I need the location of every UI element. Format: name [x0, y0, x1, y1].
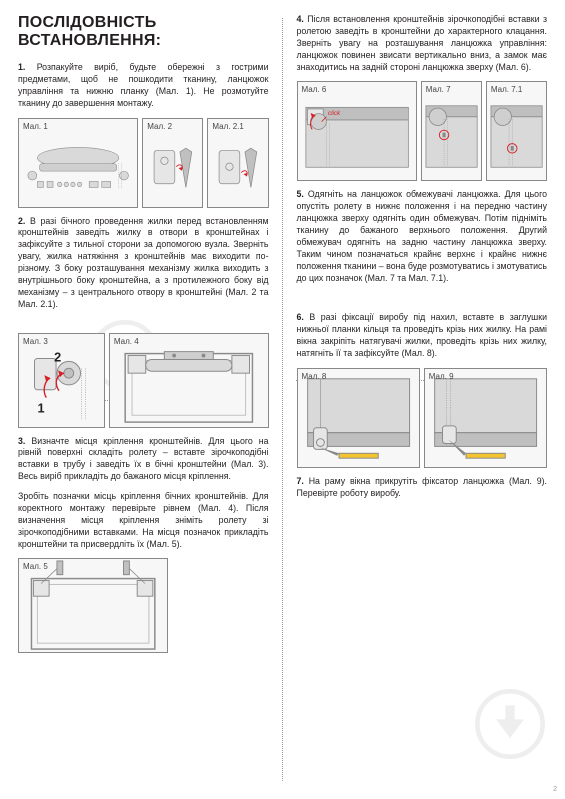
fig-2-1-caption: Мал. 2.1: [212, 122, 243, 131]
step-6-text: 6. В разі фіксації виробу під нахил, вст…: [297, 312, 548, 360]
step-5-num: 5.: [297, 189, 304, 199]
fig-2-svg: [143, 119, 202, 207]
fig-8: Мал. 8: [297, 368, 420, 468]
fig-4-caption: Мал. 4: [114, 337, 139, 346]
page-title: ПОСЛІДОВНІСТЬ ВСТАНОВЛЕННЯ:: [18, 14, 269, 50]
step-4-body: Після встановлення кронштейнів зірочкопо…: [297, 14, 548, 72]
right-column: 4. Після встановлення кронштейнів зірочк…: [283, 0, 565, 799]
fig-4-svg: [110, 334, 268, 427]
fig-3-num-2: 2: [54, 349, 61, 364]
step-5-text: 5. Одягніть на ланцюжок обмежувачі ланцю…: [297, 189, 548, 284]
fig-3-svg: 1 2: [19, 334, 104, 427]
left-column: ПОСЛІДОВНІСТЬ ВСТАНОВЛЕННЯ: 1. Розпакуйт…: [0, 0, 283, 799]
fig-row-3: Мал. 5: [18, 558, 168, 653]
step-5-body: Одягніть на ланцюжок обмежувачі ланцюжка…: [297, 189, 548, 282]
fig-7: Мал. 7: [421, 81, 482, 181]
fig-row-1: Мал. 1: [18, 118, 269, 208]
fig-5-svg: [19, 559, 167, 652]
fig-2-1-svg: [208, 119, 267, 207]
step-2-text: 2. В разі бічного проведення жилки перед…: [18, 216, 269, 311]
fig-2-1: Мал. 2.1: [207, 118, 268, 208]
fig-7-svg: [422, 82, 481, 180]
fig-6-caption: Мал. 6: [302, 85, 327, 94]
fig-3-caption: Мал. 3: [23, 337, 48, 346]
step-7-num: 7.: [297, 476, 304, 486]
step-4-num: 4.: [297, 14, 304, 24]
step-1-body: Розпакуйте виріб, будьте обережні з гост…: [18, 62, 269, 108]
fig-2-caption: Мал. 2: [147, 122, 172, 131]
fig-5: Мал. 5: [18, 558, 168, 653]
step-7-text: 7. На раму вікна прикрутіть фіксатор лан…: [297, 476, 548, 500]
fig-9-svg: [425, 369, 546, 467]
step-7-body: На раму вікна прикрутіть фіксатор ланцюж…: [297, 476, 548, 498]
fig-6: Мал. 6 click: [297, 81, 417, 181]
fig-6-svg: click: [298, 82, 416, 180]
fig-1-caption: Мал. 1: [23, 122, 48, 131]
fig-8-caption: Мал. 8: [302, 372, 327, 381]
step-2-body: В разі бічного проведення жилки перед вс…: [18, 216, 269, 309]
fig-2: Мал. 2: [142, 118, 203, 208]
fig-row-5: Мал. 8 Мал. 9: [297, 368, 548, 468]
fig-row-4: Мал. 6 click Мал. 7: [297, 81, 548, 181]
step-3a-text: 3. Визначте місця кріплення кронштейнів.…: [18, 436, 269, 484]
watermark-icon-right: [475, 689, 545, 759]
fig-7-caption: Мал. 7: [426, 85, 451, 94]
step-3b-text: Зробіть позначки місць кріплення бічних …: [18, 491, 269, 550]
step-6-num: 6.: [297, 312, 304, 322]
step-1-text: 1. Розпакуйте виріб, будьте обережні з г…: [18, 62, 269, 110]
fig-9: Мал. 9: [424, 368, 547, 468]
fig-row-2: Мал. 3 1 2 Мал. 4: [18, 333, 269, 428]
fig-4: Мал. 4: [109, 333, 269, 428]
step-6-body: В разі фіксації виробу під нахил, вставт…: [297, 312, 548, 358]
fig-6-click-label: click: [327, 111, 340, 118]
fig-8-svg: [298, 369, 419, 467]
fig-7-1-caption: Мал. 7.1: [491, 85, 522, 94]
step-4-text: 4. Після встановлення кронштейнів зірочк…: [297, 14, 548, 73]
fig-3: Мал. 3 1 2: [18, 333, 105, 428]
fig-3-num-1: 1: [37, 400, 44, 415]
fig-7-1-svg: [487, 82, 546, 180]
fig-1-svg: [19, 119, 137, 207]
page-number: 2: [553, 786, 557, 793]
fig-5-caption: Мал. 5: [23, 562, 48, 571]
step-3a-body: Визначте місця кріплення кронштейнів. Дл…: [18, 436, 269, 482]
fig-7-1: Мал. 7.1: [486, 81, 547, 181]
fig-9-caption: Мал. 9: [429, 372, 454, 381]
fig-1: Мал. 1: [18, 118, 138, 208]
